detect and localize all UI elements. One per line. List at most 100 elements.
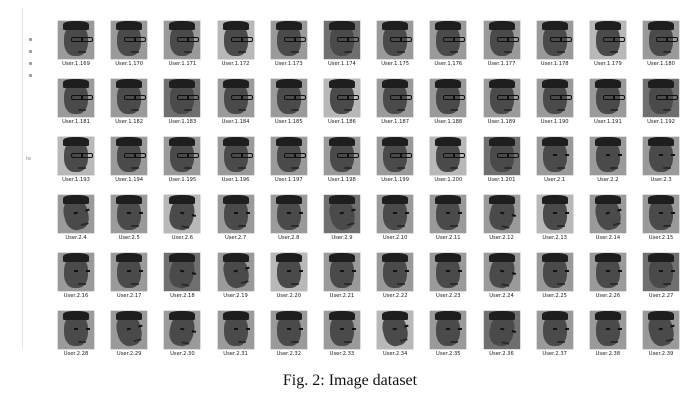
image-thumbnail[interactable]: [270, 253, 307, 291]
file-item[interactable]: User.1.178: [533, 21, 577, 67]
image-thumbnail[interactable]: [58, 21, 94, 59]
image-thumbnail[interactable]: [217, 311, 254, 349]
file-item[interactable]: User.1.192: [639, 79, 683, 125]
image-thumbnail[interactable]: [377, 253, 414, 291]
image-thumbnail[interactable]: [58, 79, 94, 117]
image-thumbnail[interactable]: [483, 311, 520, 349]
image-thumbnail[interactable]: [111, 253, 148, 291]
image-thumbnail[interactable]: [643, 311, 680, 349]
file-item[interactable]: User.2.12: [480, 195, 524, 241]
file-item[interactable]: User.2.3: [639, 137, 683, 183]
nav-pin-icon[interactable]: [29, 74, 32, 77]
file-item[interactable]: User.2.32: [267, 311, 311, 357]
nav-pin-icon[interactable]: [29, 38, 32, 41]
file-item[interactable]: User.1.196: [214, 137, 258, 183]
image-thumbnail[interactable]: [536, 137, 573, 175]
image-thumbnail[interactable]: [589, 311, 626, 349]
image-thumbnail[interactable]: [217, 137, 254, 175]
image-thumbnail[interactable]: [164, 253, 201, 291]
image-thumbnail[interactable]: [430, 137, 467, 175]
image-thumbnail[interactable]: [536, 311, 573, 349]
file-item[interactable]: User.1.195: [160, 137, 204, 183]
image-thumbnail[interactable]: [164, 21, 201, 59]
file-item[interactable]: User.1.193: [54, 137, 98, 183]
image-thumbnail[interactable]: [643, 253, 680, 291]
image-thumbnail[interactable]: [270, 311, 307, 349]
file-item[interactable]: User.2.29: [107, 311, 151, 357]
image-thumbnail[interactable]: [483, 195, 520, 233]
image-thumbnail[interactable]: [430, 253, 467, 291]
image-thumbnail[interactable]: [323, 21, 360, 59]
image-thumbnail[interactable]: [323, 195, 360, 233]
image-thumbnail[interactable]: [430, 195, 467, 233]
image-thumbnail[interactable]: [430, 79, 467, 117]
image-thumbnail[interactable]: [58, 253, 94, 291]
image-thumbnail[interactable]: [536, 195, 573, 233]
file-item[interactable]: User.2.11: [426, 195, 470, 241]
image-thumbnail[interactable]: [111, 137, 148, 175]
file-item[interactable]: User.2.23: [426, 253, 470, 299]
nav-item-label[interactable]: te: [26, 156, 32, 162]
file-item[interactable]: User.2.4: [54, 195, 98, 241]
image-thumbnail[interactable]: [164, 79, 201, 117]
file-item[interactable]: User.2.25: [533, 253, 577, 299]
image-thumbnail[interactable]: [270, 137, 307, 175]
file-item[interactable]: User.1.187: [373, 79, 417, 125]
file-item[interactable]: User.1.175: [373, 21, 417, 67]
nav-pin-icon[interactable]: [29, 50, 32, 53]
file-item[interactable]: User.1.201: [480, 137, 524, 183]
file-item[interactable]: User.1.200: [426, 137, 470, 183]
image-thumbnail[interactable]: [536, 21, 573, 59]
image-thumbnail[interactable]: [643, 137, 680, 175]
file-item[interactable]: User.2.16: [54, 253, 98, 299]
file-item[interactable]: User.2.1: [533, 137, 577, 183]
image-thumbnail[interactable]: [58, 311, 94, 349]
file-item[interactable]: User.2.28: [54, 311, 98, 357]
image-thumbnail[interactable]: [270, 195, 307, 233]
file-item[interactable]: User.1.181: [54, 79, 98, 125]
file-item[interactable]: User.2.36: [480, 311, 524, 357]
image-thumbnail[interactable]: [111, 195, 148, 233]
file-item[interactable]: User.1.199: [373, 137, 417, 183]
image-thumbnail[interactable]: [270, 79, 307, 117]
file-item[interactable]: User.2.27: [639, 253, 683, 299]
file-item[interactable]: User.1.185: [267, 79, 311, 125]
image-thumbnail[interactable]: [164, 137, 201, 175]
file-item[interactable]: User.2.2: [586, 137, 630, 183]
file-item[interactable]: User.1.188: [426, 79, 470, 125]
file-item[interactable]: User.2.19: [214, 253, 258, 299]
file-item[interactable]: User.2.9: [320, 195, 364, 241]
image-thumbnail[interactable]: [217, 21, 254, 59]
image-thumbnail[interactable]: [377, 137, 414, 175]
file-item[interactable]: User.2.34: [373, 311, 417, 357]
image-thumbnail[interactable]: [589, 253, 626, 291]
file-item[interactable]: User.2.13: [533, 195, 577, 241]
image-thumbnail[interactable]: [536, 253, 573, 291]
file-item[interactable]: User.1.172: [214, 21, 258, 67]
image-thumbnail[interactable]: [643, 79, 680, 117]
image-thumbnail[interactable]: [536, 79, 573, 117]
file-item[interactable]: User.2.6: [160, 195, 204, 241]
file-item[interactable]: User.1.191: [586, 79, 630, 125]
file-item[interactable]: User.2.17: [107, 253, 151, 299]
image-thumbnail[interactable]: [58, 137, 94, 175]
file-item[interactable]: User.2.15: [639, 195, 683, 241]
image-thumbnail[interactable]: [323, 311, 360, 349]
image-thumbnail[interactable]: [483, 253, 520, 291]
image-thumbnail[interactable]: [589, 21, 626, 59]
image-thumbnail[interactable]: [589, 195, 626, 233]
image-thumbnail[interactable]: [111, 311, 148, 349]
file-item[interactable]: User.2.35: [426, 311, 470, 357]
image-thumbnail[interactable]: [377, 21, 414, 59]
file-item[interactable]: User.2.31: [214, 311, 258, 357]
file-item[interactable]: User.1.179: [586, 21, 630, 67]
image-thumbnail[interactable]: [483, 21, 520, 59]
file-item[interactable]: User.2.14: [586, 195, 630, 241]
file-item[interactable]: User.1.189: [480, 79, 524, 125]
image-thumbnail[interactable]: [217, 79, 254, 117]
file-item[interactable]: User.2.18: [160, 253, 204, 299]
file-item[interactable]: User.2.39: [639, 311, 683, 357]
image-thumbnail[interactable]: [483, 137, 520, 175]
file-item[interactable]: User.2.10: [373, 195, 417, 241]
image-thumbnail[interactable]: [483, 79, 520, 117]
